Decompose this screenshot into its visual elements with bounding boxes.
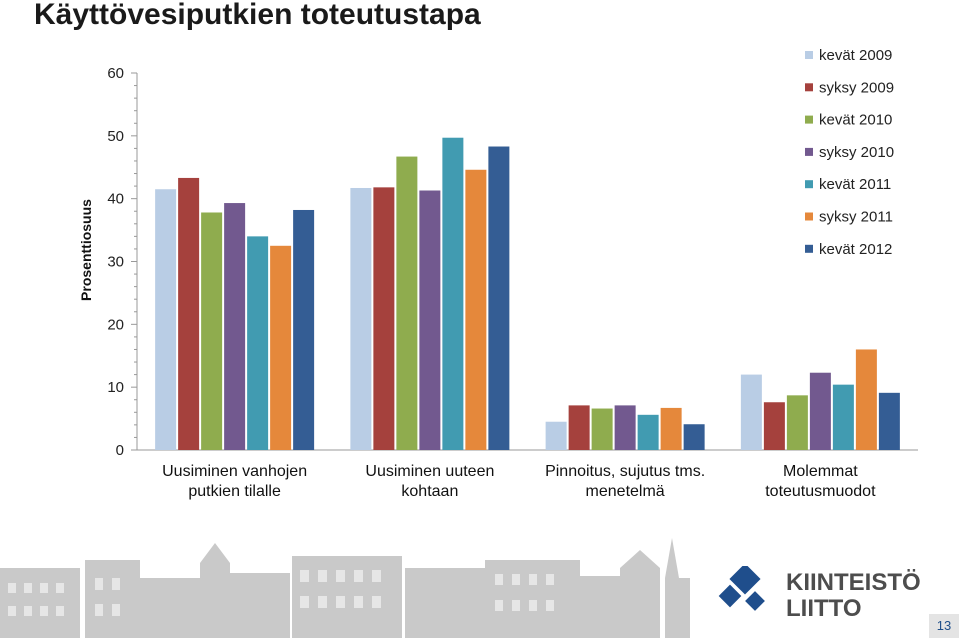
x-category-label: Molemmat toteutusmuodot xyxy=(765,463,876,500)
diamond-logo-icon xyxy=(718,563,765,611)
y-tick-label: 20 xyxy=(107,316,124,333)
y-tick-label: 50 xyxy=(107,128,124,145)
bar: syksy 2009: 43.3 xyxy=(178,177,200,450)
bar: syksy 2009: 7.1 xyxy=(568,405,590,450)
legend-swatch xyxy=(805,244,813,253)
legend-swatch xyxy=(805,180,813,189)
y-tick-label: 40 xyxy=(107,191,124,208)
bar: syksy 2011: 44.6 xyxy=(465,169,487,450)
bar: syksy 2011: 32.5 xyxy=(270,245,292,450)
legend-label: syksy 2009 xyxy=(819,79,894,96)
y-tick-label: 10 xyxy=(107,379,124,396)
bar: kevät 2010: 46.7 xyxy=(396,156,418,450)
bar: syksy 2011: 6.7 xyxy=(660,407,682,450)
bar: syksy 2010: 12.3 xyxy=(809,372,831,450)
y-tick-label: 60 xyxy=(107,65,124,82)
bar: kevät 2009: 41.7 xyxy=(350,187,372,451)
legend-label: kevät 2011 xyxy=(819,176,891,193)
y-tick-label: 30 xyxy=(107,254,124,271)
legend-label: kevät 2012 xyxy=(819,241,892,258)
bar: kevät 2009: 12 xyxy=(740,374,762,450)
city-skyline-image xyxy=(0,538,690,638)
bar: syksy 2011: 16 xyxy=(855,349,877,450)
x-category-label: Pinnoitus, sujutus tms. menetelmä xyxy=(545,463,705,500)
bar: kevät 2012: 38.2 xyxy=(293,209,315,450)
logo-text-line2: LIITTO xyxy=(786,595,862,622)
chart-categories: Uusiminen vanhojen putkien tilalle Uusimin… xyxy=(162,463,876,500)
legend-label: kevät 2009 xyxy=(819,47,892,64)
legend-swatch xyxy=(805,147,813,156)
legend-swatch xyxy=(805,51,813,59)
legend-label: syksy 2010 xyxy=(819,144,894,161)
bar: kevät 2012: 48.3 xyxy=(488,146,510,450)
logo-text-line1: KIINTEISTÖ xyxy=(786,569,921,596)
y-tick-label: 0 xyxy=(116,442,124,459)
bar: syksy 2010: 41.3 xyxy=(419,190,441,450)
kiinteistoliitto-logo: KIINTEISTÖ LIITTO xyxy=(718,563,943,627)
x-category-label: Uusiminen vanhojen putkien tilalle xyxy=(162,463,307,500)
legend-label: kevät 2010 xyxy=(819,112,892,129)
bar: syksy 2009: 41.8 xyxy=(373,187,395,450)
bar-chart: kevät 2009: 41.5syksy 2009: 43.3kevät 20… xyxy=(78,47,918,500)
legend-swatch xyxy=(805,212,813,221)
bar: kevät 2010: 37.8 xyxy=(201,212,223,450)
bar: syksy 2009: 7.6 xyxy=(763,402,785,450)
bar: syksy 2010: 39.3 xyxy=(224,203,246,450)
bar: kevät 2010: 8.7 xyxy=(786,395,808,450)
chart-legend: kevät 2009 syksy 2009 kevät 2010 syksy 2010… xyxy=(805,47,894,258)
bar: kevät 2009: 41.5 xyxy=(155,189,177,450)
slide-title: Käyttövesiputkien toteutustapa xyxy=(34,0,481,31)
legend-label: syksy 2011 xyxy=(819,209,893,226)
bar: kevät 2010: 6.6 xyxy=(591,408,613,450)
bar: kevät 2011: 34 xyxy=(247,236,269,450)
legend-swatch xyxy=(805,115,813,124)
chart-ticks: 0 10 20 30 40 50 60 xyxy=(107,65,124,459)
bar: kevät 2011: 49.7 xyxy=(442,137,464,451)
legend-swatch xyxy=(805,83,813,92)
bar: syksy 2010: 7.1 xyxy=(614,405,636,450)
bar: kevät 2011: 10.4 xyxy=(832,384,854,450)
bar: kevät 2011: 5.6 xyxy=(637,414,659,450)
page-number: 13 xyxy=(929,614,959,638)
bar: kevät 2012: 4.1 xyxy=(683,424,705,450)
chart-bars: kevät 2009: 41.5syksy 2009: 43.3kevät 20… xyxy=(155,137,900,451)
bar: kevät 2012: 9.1 xyxy=(878,392,900,450)
x-category-label: Uusiminen uuteen kohtaan xyxy=(365,463,494,500)
y-axis-title: Prosenttiosuus xyxy=(78,199,94,301)
bar: kevät 2009: 4.5 xyxy=(545,421,567,450)
